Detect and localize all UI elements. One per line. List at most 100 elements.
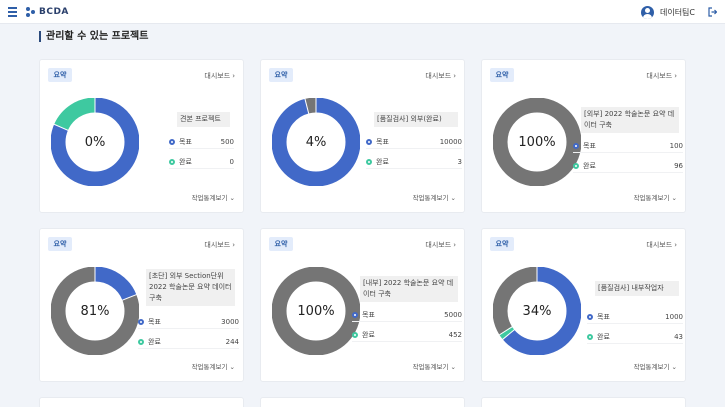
project-card: 요약 대시보드 › 34% [품질검사] 내부작업자 목표 1000 완료 43 … (481, 228, 686, 382)
page-title: 관리할 수 있는 프로젝트 (39, 31, 148, 42)
target-dot-icon (366, 138, 372, 145)
project-card: 요약 대시보드 › 81% [초단] 외부 Section단위 2022 학술논문… (39, 228, 244, 382)
done-value: 452 (448, 330, 462, 339)
chevron-down-icon: ⌄ (450, 194, 456, 202)
chevron-right-icon: › (674, 72, 677, 80)
summary-tag: 요약 (269, 68, 293, 82)
dashboard-link[interactable]: 대시보드 › (204, 71, 235, 81)
summary-tag: 요약 (48, 237, 72, 251)
done-label: 완료 (362, 330, 375, 339)
done-dot-icon (352, 331, 358, 338)
progress-percent: 81% (80, 303, 110, 319)
done-dot-icon (573, 162, 579, 169)
donut-separator (502, 329, 515, 341)
project-card: 요약 대시보드 › 100% [외부] 2022 학술논문 요약 데이터 구축 목… (481, 59, 686, 213)
chevron-right-icon: › (232, 241, 235, 249)
target-label: 목표 (376, 137, 389, 146)
dashboard-link[interactable]: 대시보드 › (646, 240, 677, 250)
target-dot-icon (138, 318, 144, 325)
target-label: 목표 (179, 137, 192, 146)
avatar-icon (640, 5, 654, 19)
stats-toggle[interactable]: 작업통계보기 ⌄ (634, 192, 677, 202)
done-row: 완료 0 (169, 155, 234, 169)
target-value: 500 (220, 137, 234, 146)
done-label: 완료 (597, 332, 610, 341)
chevron-right-icon: › (453, 72, 456, 80)
target-dot-icon (587, 313, 593, 320)
target-value: 10000 (439, 137, 462, 146)
done-dot-icon (169, 158, 175, 165)
target-value: 1000 (665, 312, 683, 321)
project-name: 견본 프로젝트 (177, 112, 230, 127)
progress-percent: 100% (297, 303, 335, 319)
chevron-down-icon: ⌄ (450, 363, 456, 371)
dashboard-link[interactable]: 대시보드 › (646, 71, 677, 81)
brand-logo[interactable]: BCDA (26, 5, 69, 19)
project-card: 요약 대시보드 › 0% 견본 프로젝트 목표 500 완료 0 작업통계보기 ⌄ (39, 59, 244, 213)
target-value: 5000 (444, 310, 462, 319)
target-dot-icon (352, 311, 358, 318)
donut-separator (304, 98, 310, 115)
progress-donut (51, 98, 139, 186)
dashboard-link[interactable]: 대시보드 › (425, 240, 456, 250)
project-card-partial (260, 397, 465, 407)
chevron-down-icon: ⌄ (229, 194, 235, 202)
dashboard-link-label: 대시보드 (425, 72, 452, 80)
user-name: 데이터팀C (659, 7, 695, 17)
done-row: 완료 3 (366, 155, 462, 169)
project-name: [품질검사] 외부(완료) (374, 112, 458, 127)
stats-toggle[interactable]: 작업통계보기 ⌄ (413, 192, 456, 202)
done-row: 완료 96 (573, 159, 683, 173)
target-value: 100 (669, 141, 683, 150)
done-dot-icon (366, 158, 372, 165)
done-row: 완료 244 (138, 335, 239, 349)
done-row: 완료 452 (352, 328, 462, 342)
donut-segment (493, 98, 581, 186)
chevron-down-icon: ⌄ (671, 363, 677, 371)
dashboard-link[interactable]: 대시보드 › (425, 71, 456, 81)
target-dot-icon (169, 138, 175, 145)
project-name: [초단] 외부 Section단위 2022 학술논문 요약 데이터 구축 (146, 269, 235, 306)
done-label: 완료 (148, 337, 161, 346)
progress-donut (272, 267, 360, 355)
chevron-right-icon: › (674, 241, 677, 249)
progress-donut (493, 267, 581, 355)
done-label: 완료 (376, 157, 389, 166)
progress-donut (272, 98, 360, 186)
done-value: 43 (674, 332, 683, 341)
stats-toggle[interactable]: 작업통계보기 ⌄ (413, 361, 456, 371)
dashboard-link-label: 대시보드 (425, 241, 452, 249)
target-row: 목표 5000 (352, 308, 462, 322)
donut-separator (121, 293, 138, 301)
donut-separator (53, 123, 69, 131)
target-row: 목표 500 (169, 135, 234, 149)
done-value: 96 (674, 161, 683, 170)
project-name: [내부] 2022 학술논문 요약 데이터 구축 (360, 276, 458, 302)
logout-icon[interactable] (708, 7, 718, 17)
logo-icon (26, 7, 36, 17)
chevron-down-icon: ⌄ (671, 194, 677, 202)
done-row: 완료 43 (587, 330, 683, 344)
dashboard-link[interactable]: 대시보드 › (204, 240, 235, 250)
stats-toggle[interactable]: 작업통계보기 ⌄ (192, 192, 235, 202)
stats-toggle-label: 작업통계보기 (633, 194, 670, 202)
project-card-partial (481, 397, 686, 407)
target-row: 목표 3000 (138, 315, 239, 329)
target-value: 3000 (221, 317, 239, 326)
progress-percent: 100% (518, 134, 556, 150)
done-label: 완료 (583, 161, 596, 170)
target-row: 목표 100 (573, 139, 683, 153)
stats-toggle[interactable]: 작업통계보기 ⌄ (634, 361, 677, 371)
donut-separator (498, 326, 513, 336)
donut-segment (272, 267, 360, 355)
dashboard-link-label: 대시보드 (204, 241, 231, 249)
stats-toggle-label: 작업통계보기 (191, 363, 228, 371)
stats-toggle-label: 작업통계보기 (412, 363, 449, 371)
menu-icon[interactable] (8, 5, 18, 19)
top-bar: BCDA 데이터팀C (0, 0, 725, 24)
user-menu[interactable]: 데이터팀C (640, 3, 695, 21)
chevron-right-icon: › (232, 72, 235, 80)
stats-toggle-label: 작업통계보기 (633, 363, 670, 371)
stats-toggle[interactable]: 작업통계보기 ⌄ (192, 361, 235, 371)
summary-tag: 요약 (490, 237, 514, 251)
